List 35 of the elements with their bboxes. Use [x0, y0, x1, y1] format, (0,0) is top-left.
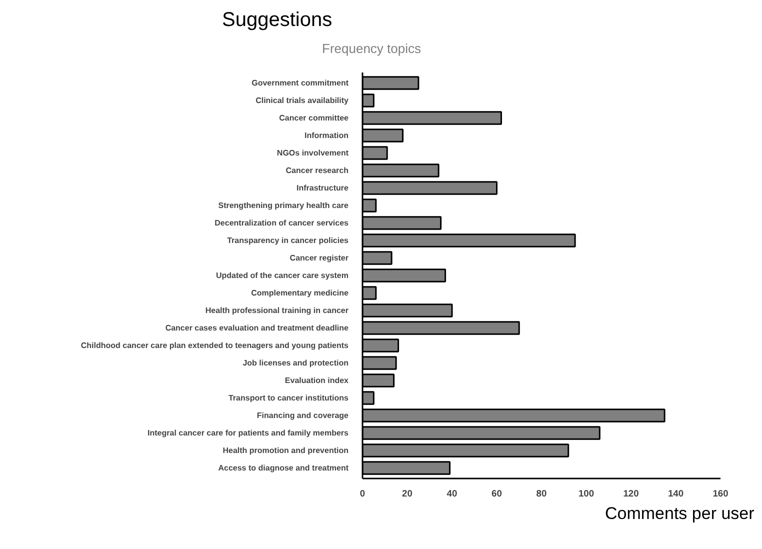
y-tick-label: Government commitment — [252, 78, 349, 88]
y-tick-label: Transparency in cancer policies — [227, 236, 350, 245]
y-tick-label: Infrastructure — [296, 184, 350, 192]
y-tick-label: Cancer committee — [279, 114, 350, 122]
y-tick-label: Access to diagnose and treatment — [218, 464, 349, 472]
x-tick-label: 160 — [712, 488, 728, 498]
y-tick-label: Transport to cancer institutions — [228, 394, 350, 402]
x-tick-label: 0 — [360, 488, 366, 498]
y-tick-label: NGOs involvement — [276, 148, 349, 158]
y-tick-label: Updated of the cancer care system — [216, 271, 349, 280]
x-tick-label: 140 — [668, 488, 684, 498]
x-tick-label: 100 — [578, 488, 594, 498]
x-tick-label: 120 — [623, 488, 639, 498]
y-tick-label: Financing and coverage — [256, 411, 350, 420]
x-tick-label: 20 — [402, 488, 412, 498]
y-tick-label: Childhood cancer care plan extended to teenagers and young patients — [80, 341, 350, 350]
x-tick-label: 80 — [536, 488, 547, 498]
x-tick-label: 60 — [492, 488, 502, 498]
chart-subtitle: Frequency topics — [322, 40, 421, 58]
y-tick-label: Decentralization of cancer services — [214, 218, 350, 228]
y-tick-label: Information — [304, 131, 349, 140]
y-tick-label: Health professional training in cancer — [205, 306, 349, 315]
chart-title: Suggestions — [222, 8, 332, 33]
y-tick-label: Complementary medicine — [251, 288, 350, 298]
y-tick-label: Strengthening primary health care — [218, 201, 350, 210]
y-tick-label: Job licenses and protection — [242, 358, 349, 368]
y-tick-label: Integral cancer care for patients and family members — [148, 428, 350, 438]
x-axis-title: Comments per user — [605, 503, 754, 525]
y-tick-label: Evaluation index — [284, 376, 350, 385]
y-tick-label: Cancer research — [286, 166, 349, 175]
y-tick-label: Cancer register — [290, 254, 349, 262]
x-tick-label: 40 — [446, 488, 458, 498]
y-tick-label: Clinical trials availability — [256, 96, 350, 105]
y-tick-label: Cancer cases evaluation and treatment deadline — [165, 324, 350, 332]
y-tick-label: Health promotion and prevention — [222, 446, 349, 455]
